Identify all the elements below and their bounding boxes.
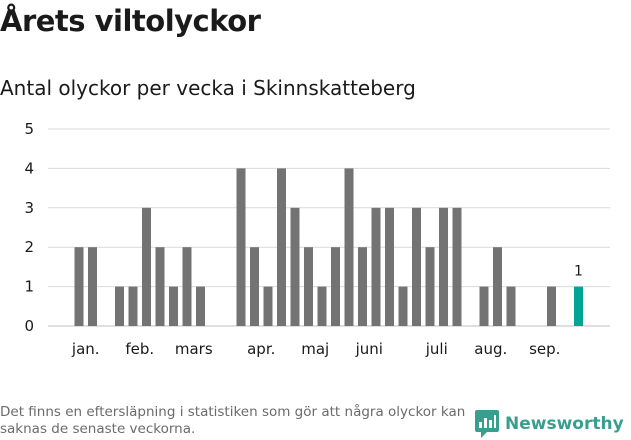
y-tick-label: 1 xyxy=(24,278,34,296)
bar-week-31 xyxy=(479,286,489,326)
bar-week-9 xyxy=(182,247,192,326)
bar-week-28 xyxy=(439,207,448,326)
x-tick-label-sep: sep. xyxy=(529,340,560,358)
bar-week-19 xyxy=(317,286,327,326)
chart-subtitle: Antal olyckor per vecka i Skinnskatteber… xyxy=(0,76,416,100)
bar-week-14 xyxy=(250,247,259,326)
y-tick-label: 2 xyxy=(24,238,34,256)
x-tick-label-mars: mars xyxy=(175,340,213,358)
brand-name: Newsworthy xyxy=(505,414,624,434)
brand-logo: Newsworthy xyxy=(475,408,624,440)
bar-week-23 xyxy=(371,207,381,326)
bar-week-6 xyxy=(142,207,151,326)
y-tick-label: 0 xyxy=(24,317,34,335)
bar-week-16 xyxy=(277,168,286,326)
x-tick-label-juli: juli xyxy=(425,340,448,358)
bar-week-20 xyxy=(331,247,340,326)
y-tick-label: 4 xyxy=(24,159,34,177)
newsworthy-logo-icon xyxy=(475,410,499,438)
bar-week-18 xyxy=(304,247,313,326)
y-tick-label: 3 xyxy=(24,199,34,217)
bar-week-22 xyxy=(358,247,367,326)
bar-week-5 xyxy=(128,286,138,326)
x-axis-month-labels: jan. feb. mars apr. maj juni juli aug. sep. xyxy=(71,340,560,358)
x-tick-label-aug: aug. xyxy=(474,340,507,358)
bars xyxy=(74,168,583,326)
bar-chart: 0 1 2 3 4 5 jan. feb. mars apr. maj juni juli aug. se… xyxy=(24,120,610,358)
bar-week-25 xyxy=(398,286,408,326)
x-tick-label-apr: apr. xyxy=(247,340,275,358)
bar-week-29 xyxy=(452,207,462,326)
chart-title: Årets viltolyckor xyxy=(0,4,261,38)
x-tick-label-maj: maj xyxy=(301,340,329,358)
bar-week-2 xyxy=(88,247,97,326)
x-tick-label-feb: feb. xyxy=(125,340,154,358)
bar-week-24 xyxy=(385,207,394,326)
bar-week-7 xyxy=(155,247,165,326)
grid-lines xyxy=(48,128,610,327)
bar-week-17 xyxy=(290,207,300,326)
bar-week-21 xyxy=(344,168,354,326)
bar-week-32 xyxy=(493,247,502,326)
y-axis-ticks: 0 1 2 3 4 5 xyxy=(24,120,34,335)
bar-week-8 xyxy=(169,286,178,326)
y-tick-label: 5 xyxy=(24,120,34,138)
footnote: Det finns en eftersläpning i statistiken… xyxy=(0,404,466,437)
x-tick-label-juni: juni xyxy=(355,340,383,358)
data-labels: 1 xyxy=(574,264,583,280)
bar-week-33 xyxy=(506,286,516,326)
bar-week-27 xyxy=(425,247,435,326)
bar-current-week xyxy=(574,286,583,326)
bar-week-13 xyxy=(236,168,246,326)
bar-week-4 xyxy=(115,286,124,326)
bar-week-26 xyxy=(412,207,421,326)
bar-week-36 xyxy=(547,286,556,326)
bar-week-15 xyxy=(263,286,273,326)
data-label-current-week: 1 xyxy=(574,264,583,280)
bar-week-10 xyxy=(196,286,205,326)
x-tick-label-jan: jan. xyxy=(71,340,100,358)
bar-week-1 xyxy=(74,247,84,326)
